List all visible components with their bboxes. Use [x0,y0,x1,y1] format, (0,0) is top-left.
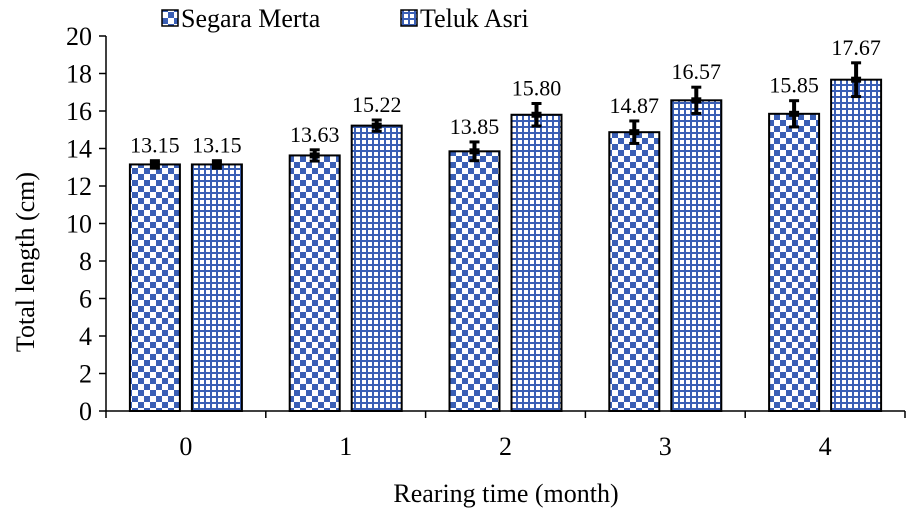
y-tick-label: 16 [66,97,92,126]
x-tick-label: 2 [499,432,512,461]
bar-teluk-asri [670,99,723,412]
bar-segara-merta [768,112,821,412]
legend: Segara Merta Teluk Asri [161,4,529,33]
y-axis-title: Total length (cm) [11,172,40,352]
y-tick-label: 12 [66,172,92,201]
bar-teluk-asri [350,124,403,412]
data-label-teluk-asri: 15.22 [352,92,402,117]
x-tick-label: 1 [339,432,352,461]
data-label-teluk-asri: 13.15 [192,133,242,158]
y-tick-label: 10 [66,210,92,239]
bar-segara-merta [128,163,181,412]
error-bar-segara-merta [469,140,480,163]
legend-swatch-teluk-asri [400,9,418,27]
error-bar-teluk-asri [211,159,222,170]
bar-teluk-asri [830,78,883,412]
bar-segara-merta [608,131,661,412]
error-bar-segara-merta [629,119,640,145]
error-bar-teluk-asri [851,61,862,99]
bar-segara-merta [288,154,341,412]
y-tick-label: 18 [66,60,92,89]
error-bar-segara-merta [309,148,320,163]
bar-segara-merta [448,150,501,412]
y-tick-label: 0 [79,397,92,426]
legend-swatch-segara-merta [161,9,179,27]
error-bar-teluk-asri [531,102,542,128]
y-tick-label: 2 [79,360,92,389]
legend-label-teluk-asri: Teluk Asri [420,4,529,33]
x-tick-label: 0 [179,432,192,461]
bar-teluk-asri [510,113,563,412]
y-tick-label: 20 [66,22,92,51]
bar-teluk-asri [190,163,243,412]
x-axis-title: Rearing time (month) [393,479,618,508]
y-tick-label: 4 [79,322,92,351]
y-tick-label: 6 [79,285,92,314]
data-label-teluk-asri: 15.80 [512,76,562,101]
data-label-segara-merta: 15.85 [769,73,819,98]
x-tick-label: 3 [659,432,672,461]
y-tick-label: 14 [66,135,92,164]
error-bar-teluk-asri [691,85,702,115]
data-label-segara-merta: 13.63 [290,122,340,147]
y-axis: 0 2 4 6 8 10 12 14 16 18 20 [66,22,107,426]
x-axis: 0 1 2 3 4 [105,410,906,461]
data-label-teluk-asri: 17.67 [831,35,881,60]
error-bars [149,61,862,170]
data-label-teluk-asri: 16.57 [672,59,722,84]
bars [128,78,883,412]
legend-label-segara-merta: Segara Merta [181,4,321,33]
data-labels: 13.15 13.63 13.85 14.87 15.85 13.15 15.22 15.80… [130,35,881,158]
x-tick-label: 4 [819,432,832,461]
y-tick-label: 8 [79,247,92,276]
error-bar-segara-merta [789,99,800,129]
error-bar-segara-merta [149,159,160,170]
data-label-segara-merta: 13.85 [450,114,500,139]
data-label-segara-merta: 13.15 [130,133,180,158]
data-label-segara-merta: 14.87 [610,93,660,118]
error-bar-teluk-asri [371,118,382,133]
